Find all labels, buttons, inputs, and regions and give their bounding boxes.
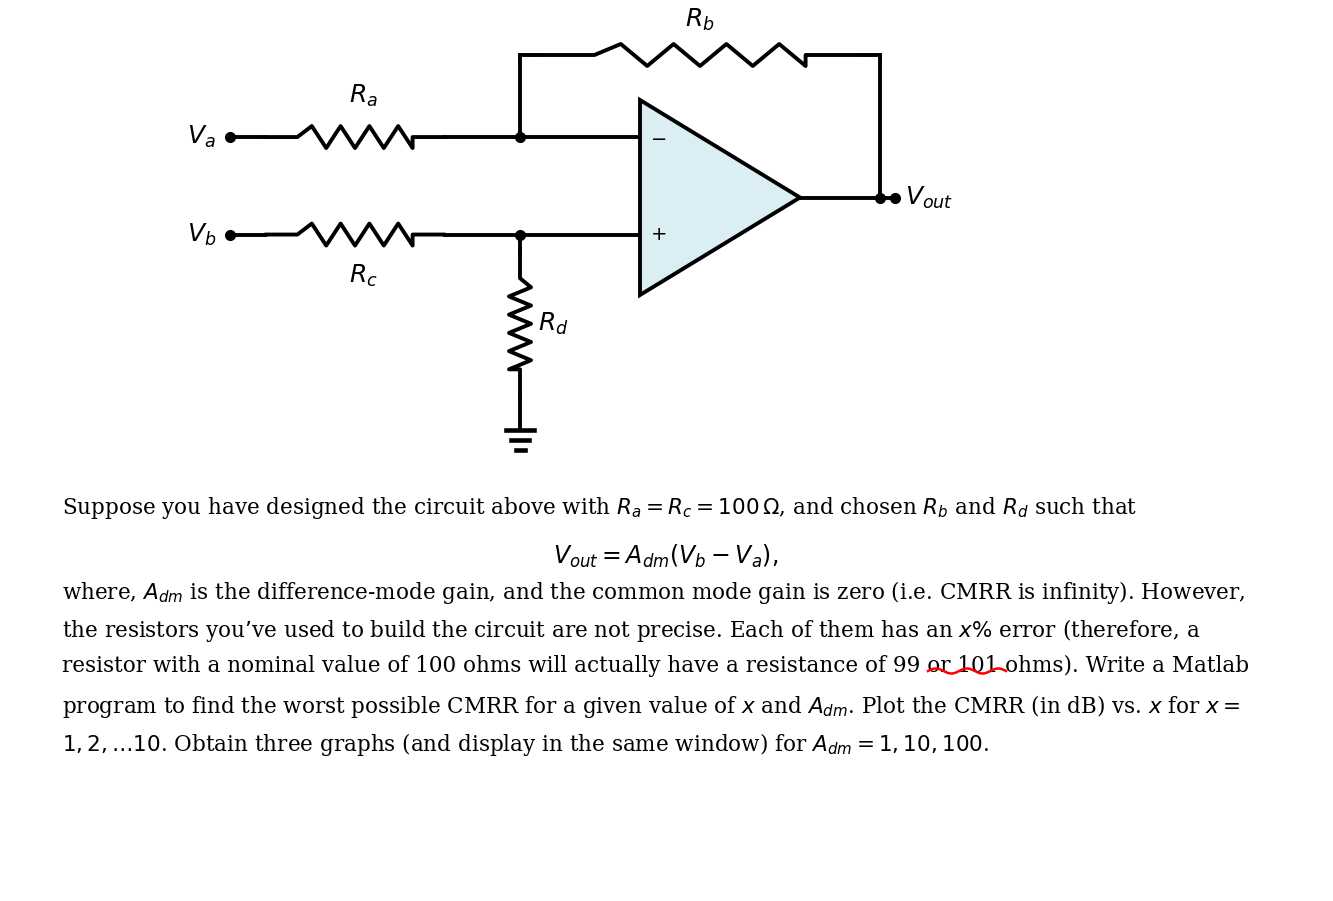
Text: $V_{out}$: $V_{out}$: [905, 185, 953, 211]
Text: Suppose you have designed the circuit above with $R_a = R_c = 100\,\Omega$, and : Suppose you have designed the circuit ab…: [63, 495, 1137, 521]
Text: where, $A_{dm}$ is the difference-mode gain, and the common mode gain is zero (i: where, $A_{dm}$ is the difference-mode g…: [63, 579, 1245, 606]
Text: program to find the worst possible CMRR for a given value of $x$ and $A_{dm}$. P: program to find the worst possible CMRR …: [63, 693, 1241, 720]
Polygon shape: [640, 100, 800, 295]
Text: the resistors you’ve used to build the circuit are not precise. Each of them has: the resistors you’ve used to build the c…: [63, 617, 1201, 644]
Text: $V_a$: $V_a$: [188, 124, 216, 150]
Text: $+$: $+$: [649, 225, 666, 244]
Text: $-$: $-$: [651, 128, 666, 147]
Text: $R_d$: $R_d$: [539, 311, 569, 337]
Text: resistor with a nominal value of 100 ohms will actually have a resistance of 99 : resistor with a nominal value of 100 ohm…: [63, 655, 1249, 677]
Text: $1, 2, \ldots 10$. Obtain three graphs (and display in the same window) for $A_{: $1, 2, \ldots 10$. Obtain three graphs (…: [63, 731, 989, 758]
Text: $V_b$: $V_b$: [187, 222, 216, 248]
Text: $R_a$: $R_a$: [348, 83, 377, 109]
Text: $R_c$: $R_c$: [349, 262, 377, 288]
Text: $R_b$: $R_b$: [685, 7, 714, 33]
Text: $V_{out} = A_{dm}(V_b - V_a),$: $V_{out} = A_{dm}(V_b - V_a),$: [553, 543, 778, 570]
